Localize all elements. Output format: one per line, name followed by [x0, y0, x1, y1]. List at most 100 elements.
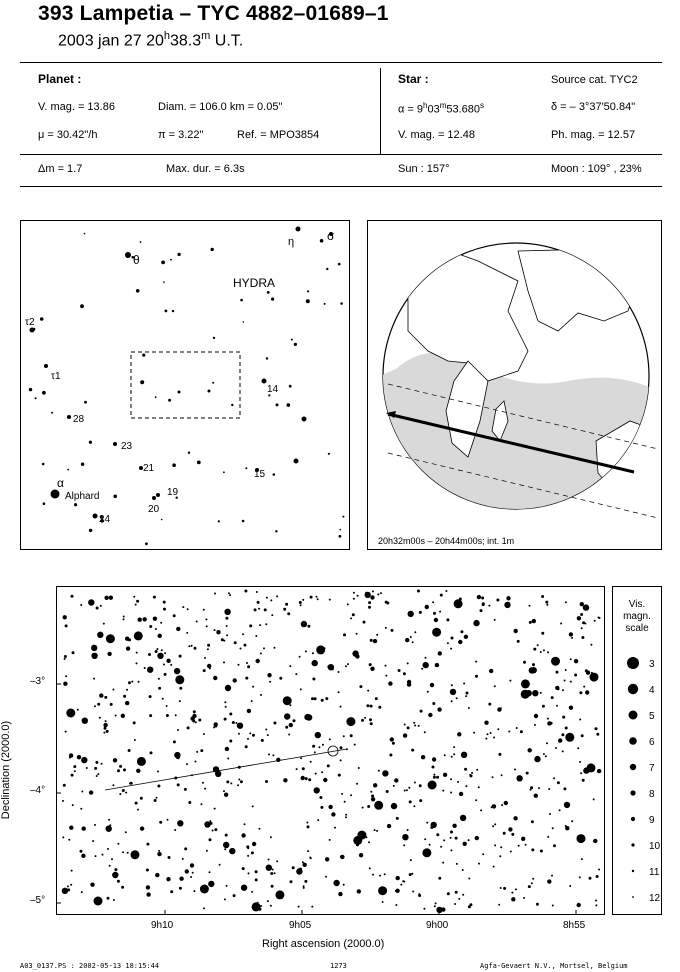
field-star — [369, 704, 373, 708]
field-star — [390, 802, 398, 810]
field-star — [405, 789, 408, 792]
field-star — [493, 618, 496, 621]
finder-star — [293, 458, 299, 464]
asteroid-track — [104, 748, 348, 791]
field-star — [389, 753, 393, 757]
field-star — [545, 600, 549, 604]
field-star — [146, 892, 151, 897]
field-star — [402, 834, 409, 841]
field-star — [258, 607, 261, 610]
field-star — [503, 800, 508, 806]
field-star — [223, 639, 226, 642]
field-star — [163, 672, 167, 676]
field-star — [271, 868, 274, 871]
field-star — [166, 658, 171, 663]
field-star — [273, 721, 277, 725]
field-star — [377, 769, 380, 772]
field-star — [445, 590, 448, 592]
field-star — [562, 689, 564, 692]
field-star — [473, 731, 476, 734]
finder-star — [139, 466, 143, 470]
field-star — [213, 675, 218, 681]
field-star — [175, 675, 185, 685]
x-axis-title: Right ascension (2000.0) — [262, 938, 385, 950]
field-star — [511, 891, 514, 894]
field-star — [299, 604, 302, 607]
field-star — [127, 749, 131, 752]
field-star — [339, 705, 342, 708]
finder-star — [175, 496, 178, 499]
field-star — [136, 599, 140, 603]
finder-star — [160, 518, 163, 521]
finder-star — [295, 226, 301, 232]
field-star — [145, 885, 151, 890]
field-star — [337, 691, 340, 694]
finder-star — [171, 309, 175, 313]
field-star — [414, 631, 417, 634]
field-star — [213, 629, 216, 632]
field-star — [147, 666, 154, 673]
field-star — [123, 694, 127, 698]
star-label-alpha: α — [57, 476, 64, 490]
field-star — [63, 655, 67, 658]
field-star — [418, 610, 422, 614]
field-star — [204, 787, 207, 790]
star-label-eta: η — [288, 236, 294, 248]
field-star — [370, 790, 373, 793]
finder-star — [163, 281, 165, 283]
field-star — [527, 748, 532, 753]
field-star — [434, 902, 437, 905]
field-star — [459, 814, 467, 822]
field-star — [285, 725, 289, 729]
field-star — [581, 636, 585, 639]
field-star — [331, 812, 336, 817]
field-star — [311, 659, 318, 667]
field-star — [186, 631, 189, 634]
field-star — [532, 663, 535, 667]
field-star — [129, 782, 131, 785]
field-star — [469, 903, 473, 907]
field-star — [423, 907, 426, 910]
field-star — [539, 691, 542, 694]
field-star — [432, 627, 442, 637]
field-star — [251, 841, 257, 847]
field-star — [356, 782, 359, 785]
field-star — [477, 786, 480, 789]
field-star — [555, 747, 557, 749]
field-star — [590, 676, 596, 681]
field-star — [117, 769, 120, 773]
finder-star — [266, 291, 270, 294]
finder-star — [323, 302, 326, 305]
footer-page-number: 1273 — [330, 962, 347, 970]
event-datetime: 2003 jan 27 20h38.3m U.T. — [58, 30, 244, 50]
field-star — [407, 610, 414, 618]
field-star — [564, 726, 568, 730]
field-star — [525, 771, 529, 775]
star-source-catalog: Source cat. TYC2 — [551, 74, 638, 86]
finder-star — [161, 260, 166, 265]
field-star — [157, 652, 164, 659]
land-africa-south — [445, 360, 489, 458]
field-star — [224, 705, 227, 708]
field-star — [476, 594, 482, 600]
field-star — [237, 663, 240, 666]
field-star — [295, 673, 298, 676]
field-star — [539, 849, 543, 853]
field-star — [283, 778, 288, 783]
finder-star — [207, 389, 211, 393]
finder-star — [261, 378, 267, 384]
star-label-19: 19 — [167, 487, 179, 498]
finder-star — [241, 519, 245, 523]
field-star — [125, 791, 128, 794]
field-star — [563, 801, 571, 809]
field-star — [269, 680, 272, 683]
finder-star — [88, 440, 92, 444]
field-star — [488, 702, 492, 706]
field-star — [467, 839, 470, 842]
field-star — [579, 691, 583, 695]
field-star — [225, 625, 228, 627]
field-star — [133, 595, 136, 598]
field-star — [385, 674, 388, 677]
field-star — [376, 829, 379, 832]
field-star — [395, 904, 398, 906]
